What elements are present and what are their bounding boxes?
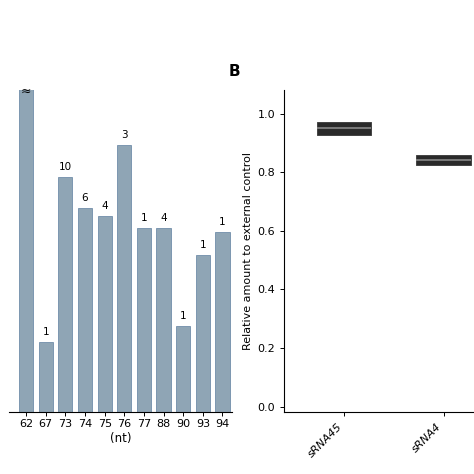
X-axis label: (nt): (nt) [110,432,132,445]
Bar [19,19,33,412]
Bar [137,228,151,412]
Text: ≈: ≈ [21,85,31,98]
Text: 1: 1 [200,240,206,250]
Text: 10: 10 [59,162,72,172]
Text: 4: 4 [160,213,167,223]
Text: 1: 1 [180,311,186,321]
Bar [39,342,53,412]
Text: 1: 1 [141,213,147,223]
Bar [58,176,73,412]
Bar [215,232,229,412]
Text: 4: 4 [101,201,108,211]
Text: 1: 1 [43,327,49,337]
Text: 3: 3 [121,130,128,140]
PathPatch shape [416,155,471,165]
Bar [98,216,112,412]
Text: 6: 6 [82,193,88,203]
Text: 1: 1 [219,217,226,227]
Text: B: B [228,64,240,79]
PathPatch shape [317,122,372,135]
Y-axis label: Relative amount to external control: Relative amount to external control [244,152,254,350]
Bar [78,208,92,412]
Bar [117,145,131,412]
Bar [196,255,210,412]
Bar [176,326,190,412]
Bar [156,228,171,412]
